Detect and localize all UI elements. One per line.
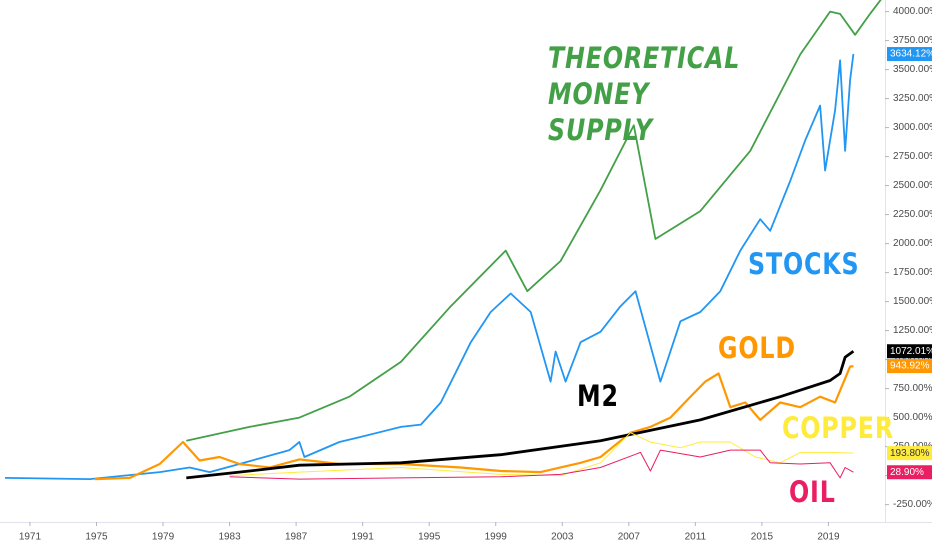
- x-tick-label: 2003: [551, 532, 574, 543]
- y-tick-label: 3000.00%: [893, 122, 932, 133]
- y-tick-label: 2750.00%: [893, 151, 932, 162]
- y-tick-label: -250.00%: [893, 499, 932, 510]
- x-tick-label: 1987: [285, 532, 308, 543]
- series-label: STOCKS: [748, 247, 860, 281]
- x-tick-label: 1971: [19, 532, 42, 543]
- x-tick-label: 1975: [85, 532, 108, 543]
- plot-area: [4, 0, 882, 481]
- x-tick-label: 1995: [418, 532, 441, 543]
- x-tick-label: 2011: [685, 532, 707, 543]
- y-tick-label: 3500.00%: [893, 64, 932, 75]
- y-tick-label: 1750.00%: [893, 267, 932, 278]
- last-value-label: 943.92%: [890, 361, 930, 372]
- y-tick-label: 2500.00%: [893, 180, 932, 191]
- last-value-label: 193.80%: [890, 448, 930, 459]
- y-tick-label: 2250.00%: [893, 209, 932, 220]
- series-line: [94, 365, 854, 481]
- x-tick-label: 2019: [817, 532, 840, 543]
- series-line: [229, 432, 854, 477]
- series-line: [186, 350, 855, 480]
- last-value-label: 1072.01%: [890, 346, 932, 357]
- last-value-tag: [887, 47, 932, 62]
- x-tick-label: 1983: [218, 532, 241, 543]
- x-tick-label: 2007: [618, 532, 641, 543]
- series-label: COPPER: [782, 411, 895, 445]
- y-tick-label: 3750.00%: [893, 35, 932, 46]
- x-tick-label: 1979: [152, 532, 175, 543]
- series-line: [4, 53, 855, 480]
- y-tick-label: 2000.00%: [893, 238, 932, 249]
- last-value-tag: [887, 359, 932, 374]
- series-label: THEORETICAL MONEY SUPPLY: [548, 41, 741, 147]
- y-tick-label: 1500.00%: [893, 296, 932, 307]
- series-line: [186, 0, 882, 442]
- series-label: M2: [577, 379, 619, 413]
- x-tick-label: 2015: [751, 532, 774, 543]
- series-label: OIL: [789, 475, 836, 509]
- last-value-label: 28.90%: [890, 467, 924, 478]
- last-value-tag: [887, 446, 932, 461]
- last-value-label: 3634.12%: [890, 49, 932, 60]
- series-line: [229, 449, 854, 480]
- series-label: GOLD: [718, 331, 796, 365]
- y-tick-label: 500.00%: [893, 412, 932, 423]
- last-value-tag: [887, 344, 932, 359]
- x-tick-label: 1991: [352, 532, 375, 543]
- y-tick-label: 1250.00%: [893, 325, 932, 336]
- y-tick-label: 4000.00%: [893, 6, 932, 17]
- y-tick-label: 750.00%: [893, 383, 932, 394]
- last-value-tag: [887, 465, 932, 480]
- y-tick-label: 3250.00%: [893, 93, 932, 104]
- x-tick-label: 1999: [485, 532, 508, 543]
